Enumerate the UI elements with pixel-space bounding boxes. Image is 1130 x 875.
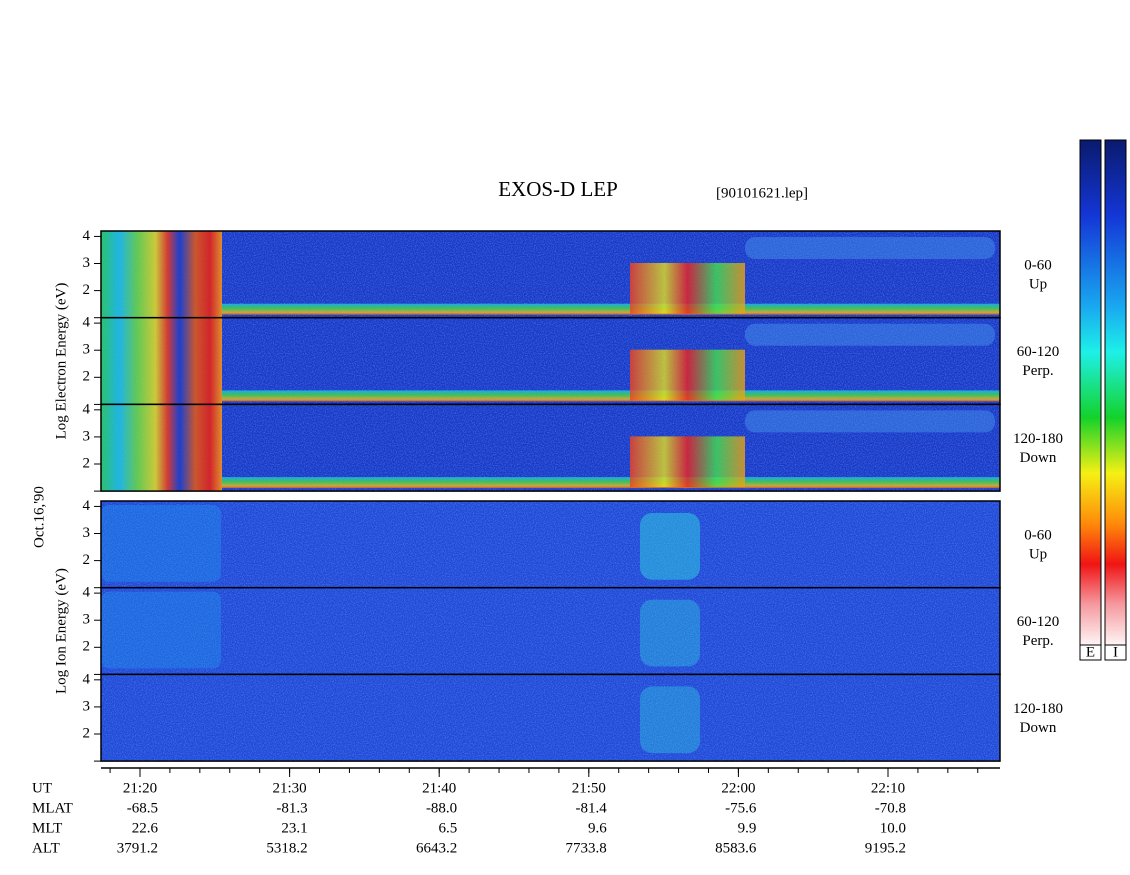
pitch-label: 0-60 bbox=[1024, 527, 1052, 543]
y-tick-label: 2 bbox=[83, 455, 91, 471]
orbit-value: 6.5 bbox=[438, 820, 457, 836]
feature bbox=[222, 477, 1000, 489]
orbit-value: 9.6 bbox=[588, 820, 607, 836]
spectrogram-noise bbox=[101, 404, 1000, 492]
row-label: UT bbox=[32, 780, 52, 796]
date-label: Oct.16,'90 bbox=[31, 486, 47, 548]
row-label: MLT bbox=[32, 820, 62, 836]
pitch-label: 0-60 bbox=[1024, 257, 1052, 273]
file-name: [90101621.lep] bbox=[716, 185, 808, 201]
y-tick-label: 3 bbox=[83, 612, 91, 628]
y-tick-label: 3 bbox=[83, 428, 91, 444]
orbit-value: 22.6 bbox=[132, 820, 159, 836]
feature bbox=[101, 231, 222, 318]
colorbar-e bbox=[1079, 139, 1102, 646]
y-tick-label: 2 bbox=[83, 725, 91, 741]
orbit-value: -81.3 bbox=[276, 800, 307, 816]
direction-label: Perp. bbox=[1022, 633, 1053, 649]
direction-label: Up bbox=[1029, 546, 1047, 562]
y-tick-label: 3 bbox=[83, 342, 91, 358]
orbit-value: 8583.6 bbox=[715, 840, 757, 856]
y-tick-label: 4 bbox=[83, 671, 91, 687]
orbit-value: 23.1 bbox=[281, 820, 307, 836]
pitch-label: 120-180 bbox=[1013, 701, 1063, 717]
pitch-label: 60-120 bbox=[1017, 614, 1060, 630]
feature bbox=[630, 436, 745, 488]
y-tick-label: 4 bbox=[83, 315, 91, 331]
y-tick-label: 4 bbox=[83, 585, 91, 601]
y-tick-label: 2 bbox=[83, 282, 91, 298]
feature bbox=[101, 505, 221, 582]
row-label: MLAT bbox=[32, 800, 73, 816]
spectrogram-noise bbox=[101, 231, 1000, 318]
colorbar-i bbox=[1104, 139, 1127, 646]
orbit-value: 9195.2 bbox=[865, 840, 906, 856]
colorbar-i-box bbox=[1104, 644, 1127, 661]
y-tick-label: 4 bbox=[83, 228, 91, 244]
direction-label: Down bbox=[1020, 450, 1057, 466]
y-tick-label: 2 bbox=[83, 639, 91, 655]
feature bbox=[101, 404, 222, 492]
colorbars: E I bbox=[1079, 139, 1127, 661]
y-axis-label: Log Electron Energy (eV) bbox=[53, 283, 69, 440]
row-label: ALT bbox=[32, 840, 60, 856]
panel-frame bbox=[100, 673, 1001, 762]
time-label: 21:20 bbox=[123, 780, 157, 796]
feature bbox=[222, 390, 1000, 402]
orbit-value: 7733.8 bbox=[566, 840, 607, 856]
feature bbox=[745, 410, 995, 433]
feature bbox=[222, 303, 1000, 315]
y-tick-label: 4 bbox=[83, 498, 91, 514]
feature bbox=[640, 599, 700, 667]
feature bbox=[745, 237, 995, 259]
y-tick-label: 2 bbox=[83, 369, 91, 385]
time-label: 21:40 bbox=[422, 780, 456, 796]
colorbar-label: E bbox=[1086, 644, 1095, 660]
orbit-value: 9.9 bbox=[738, 820, 757, 836]
orbit-value: -81.4 bbox=[576, 800, 608, 816]
spectrogram-noise bbox=[101, 587, 1000, 675]
feature bbox=[101, 317, 222, 405]
time-label: 21:30 bbox=[273, 780, 307, 796]
y-tick-label: 3 bbox=[83, 525, 91, 541]
spectrogram-noise bbox=[101, 317, 1000, 405]
panel-frame bbox=[100, 403, 1001, 492]
time-label: 22:00 bbox=[721, 780, 755, 796]
spectrogram-noise bbox=[101, 674, 1000, 762]
colorbar-e-box bbox=[1079, 644, 1102, 661]
title: EXOS-D LEP bbox=[498, 177, 618, 201]
feature bbox=[630, 263, 745, 314]
time-label: 21:50 bbox=[572, 780, 606, 796]
y-tick-label: 3 bbox=[83, 255, 91, 271]
direction-label: Down bbox=[1020, 720, 1057, 736]
feature bbox=[640, 513, 700, 580]
orbit-value: -88.0 bbox=[426, 800, 457, 816]
feature bbox=[630, 349, 745, 401]
feature bbox=[101, 591, 221, 669]
feature bbox=[745, 323, 995, 346]
orbit-value: -75.6 bbox=[725, 800, 757, 816]
time-label: 22:10 bbox=[871, 780, 905, 796]
orbit-value: 3791.2 bbox=[117, 840, 158, 856]
orbit-value: -68.5 bbox=[127, 800, 158, 816]
y-tick-label: 4 bbox=[83, 401, 91, 417]
direction-label: Perp. bbox=[1022, 363, 1053, 379]
direction-label: Up bbox=[1029, 276, 1047, 292]
pitch-label: 120-180 bbox=[1013, 431, 1063, 447]
pitch-label: 60-120 bbox=[1017, 344, 1060, 360]
spectrogram-noise bbox=[101, 501, 1000, 588]
y-tick-label: 3 bbox=[83, 698, 91, 714]
y-tick-label: 2 bbox=[83, 552, 91, 568]
orbit-value: -70.8 bbox=[875, 800, 906, 816]
feature bbox=[640, 686, 700, 754]
orbit-value: 5318.2 bbox=[266, 840, 307, 856]
orbit-value: 10.0 bbox=[880, 820, 906, 836]
colorbar-label: I bbox=[1113, 644, 1118, 660]
y-axis-label: Log Ion Energy (eV) bbox=[53, 568, 69, 694]
orbit-value: 6643.2 bbox=[416, 840, 457, 856]
